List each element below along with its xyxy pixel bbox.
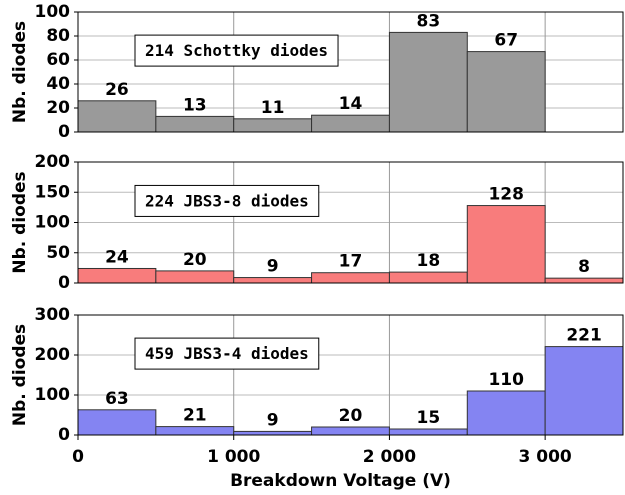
bar	[388, 31, 468, 133]
data-label: 9	[267, 257, 279, 277]
y-tick-label: 200	[35, 152, 71, 172]
y-tick-label: 0	[58, 122, 70, 142]
bar	[77, 409, 157, 436]
y-tick-label: 150	[35, 182, 71, 202]
data-label: 15	[417, 408, 441, 428]
data-label: 20	[183, 250, 207, 270]
y-tick-label: 60	[46, 50, 70, 70]
annotation-box	[134, 337, 320, 370]
y-tick-label: 50	[46, 243, 70, 263]
y-tick-label: 80	[46, 26, 70, 46]
bar	[466, 51, 546, 133]
y-tick-label: 20	[46, 98, 70, 118]
plot-frame	[77, 11, 624, 133]
data-label: 67	[494, 31, 518, 51]
annotation: 214 Schottky diodes	[145, 41, 328, 60]
annotation: 224 JBS3-8 diodes	[145, 191, 309, 210]
bar	[155, 270, 235, 284]
bar	[233, 430, 313, 436]
bar	[311, 426, 390, 436]
bar	[388, 428, 468, 436]
y-tick-label: 0	[58, 273, 70, 293]
bar	[77, 267, 157, 284]
data-label: 8	[578, 257, 590, 277]
bar	[466, 205, 546, 284]
data-label: 24	[105, 247, 129, 267]
bar	[544, 346, 624, 436]
bar	[466, 390, 546, 436]
bar	[311, 114, 390, 133]
annotation-box	[134, 34, 339, 67]
y-tick-label: 100	[35, 213, 71, 233]
data-label: 14	[339, 94, 363, 114]
bar	[233, 277, 313, 284]
data-label: 17	[339, 252, 363, 272]
data-label: 20	[339, 406, 363, 426]
data-label: 63	[105, 389, 129, 409]
bar	[311, 272, 390, 284]
y-tick-label: 0	[58, 425, 70, 445]
y-axis-label: Nb. diodes	[10, 171, 30, 273]
x-tick-label: 2 000	[363, 447, 416, 467]
bar	[388, 271, 468, 284]
y-tick-label: 40	[46, 74, 70, 94]
y-tick-label: 100	[35, 2, 71, 22]
bar	[77, 100, 157, 133]
x-tick-label: 0	[72, 447, 84, 467]
bar	[233, 118, 313, 133]
data-label: 13	[183, 95, 207, 115]
y-tick-label: 300	[35, 305, 71, 325]
x-tick-label: 3 000	[519, 447, 572, 467]
data-label: 21	[183, 406, 207, 426]
data-label: 9	[267, 410, 279, 430]
data-label: 18	[417, 251, 441, 271]
y-axis-label: Nb. diodes	[10, 21, 30, 123]
plot-frame	[77, 314, 624, 436]
data-label: 26	[105, 80, 129, 100]
annotation-box	[134, 184, 320, 217]
data-label: 110	[488, 370, 524, 390]
data-label: 83	[417, 11, 441, 31]
x-tick-label: 1 000	[207, 447, 260, 467]
y-tick-label: 200	[35, 345, 71, 365]
annotation: 459 JBS3-4 diodes	[145, 344, 309, 363]
data-label: 221	[566, 326, 602, 346]
data-label: 11	[261, 98, 285, 118]
y-axis-label: Nb. diodes	[10, 324, 30, 426]
bar	[155, 115, 235, 133]
bar	[155, 426, 235, 436]
x-axis-label: Breakdown Voltage (V)	[230, 471, 451, 491]
bar	[544, 277, 624, 284]
data-label: 128	[488, 185, 524, 205]
y-tick-label: 100	[35, 385, 71, 405]
plot-frame	[77, 161, 624, 284]
